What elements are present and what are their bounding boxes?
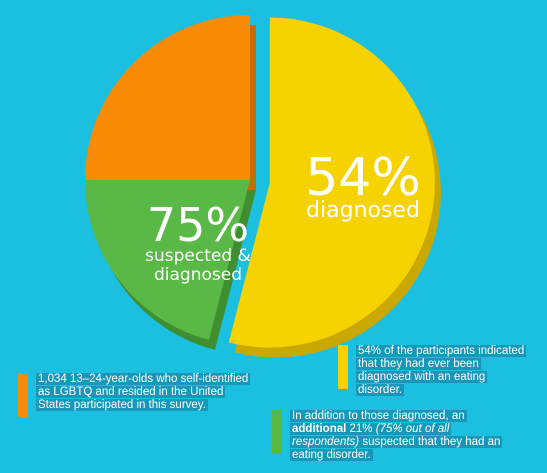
suspected-label-line1: suspected & [145,246,251,266]
suspected-label-line2: diagnosed [154,265,242,285]
note-diagnosed: 54% of the participants indicated that t… [338,345,528,397]
note-suspected: In addition to those diagnosed, an addit… [272,410,517,462]
note-diagnosed-text: 54% of the participants indicated that t… [356,345,527,396]
note-respondents-text: 1,034 13–24-year-olds who self-identifie… [36,373,251,411]
suspected-percent-label: 75% [147,198,249,252]
pie-slice-suspected [85,180,250,340]
pie-slice-diagnosed [228,17,435,348]
note-respondents: 1,034 13–24-year-olds who self-identifie… [18,373,258,417]
note-suspected-text: In addition to those diagnosed, an addit… [290,410,503,461]
diagnosed-label: diagnosed [306,198,420,223]
orange-swatch [18,373,28,417]
pie-slice-other [85,15,250,180]
green-swatch [272,410,282,454]
yellow-swatch [338,345,348,389]
diagnosed-percent-label: 54% [305,148,421,208]
